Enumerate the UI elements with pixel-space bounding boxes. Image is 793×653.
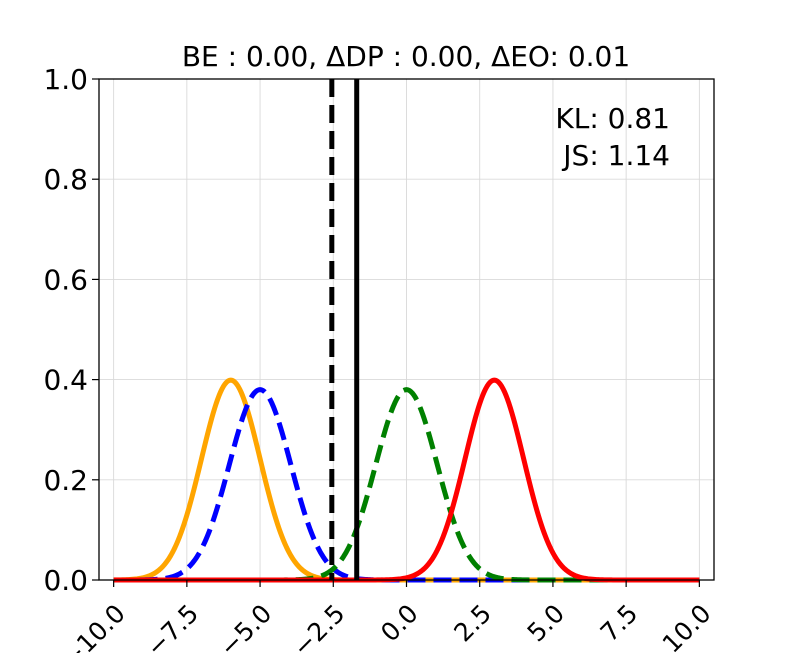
y-tick-label: 0.6 [43, 263, 88, 296]
annotations: KL: 0.81 JS: 1.14 [555, 102, 670, 172]
kl-annotation: KL: 0.81 [555, 102, 670, 135]
chart-title: BE : 0.00, ΔDP : 0.00, ΔEO: 0.01 [182, 40, 630, 73]
y-tick-label: 1.0 [43, 63, 88, 96]
y-tick-label: 0.2 [43, 464, 88, 497]
y-tick-label: 0.4 [43, 364, 88, 397]
threshold-lines [329, 79, 360, 580]
y-tick-label: 0.0 [43, 564, 88, 597]
grid [99, 78, 714, 581]
js-annotation: JS: 1.14 [561, 139, 670, 172]
y-tick-label: 0.8 [43, 163, 88, 196]
